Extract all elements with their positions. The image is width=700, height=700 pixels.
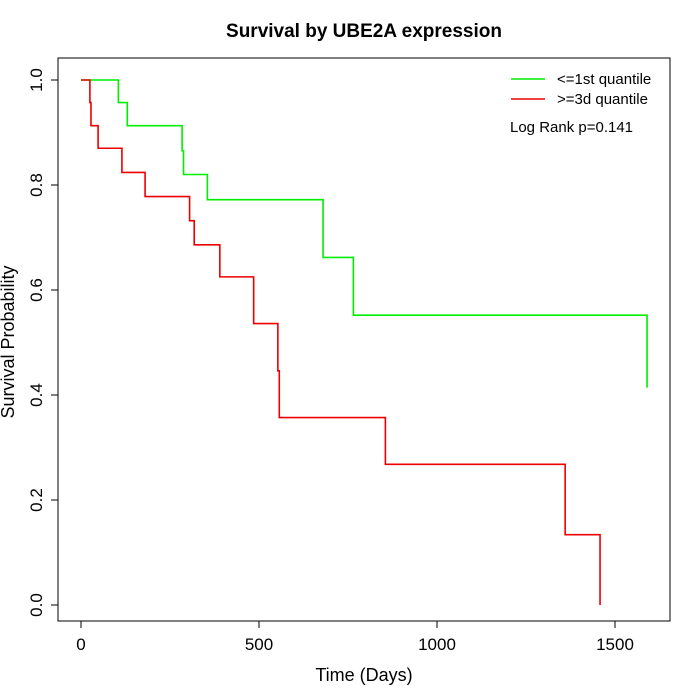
y-tick-label: 0.8 (27, 173, 46, 197)
legend: <=1st quantile >=3d quantile (511, 71, 651, 108)
chart-title: Survival by UBE2A expression (226, 21, 502, 42)
y-tick-label: 0.2 (27, 488, 46, 512)
x-axis: 0 500 1000 1500 (76, 620, 634, 654)
x-tick-label: 0 (76, 635, 85, 654)
survival-curve (81, 79, 648, 388)
y-tick-label: 1.0 (27, 68, 46, 92)
log-rank-annotation: Log Rank p=0.141 (510, 119, 633, 136)
plot-frame (57, 57, 671, 622)
x-tick-label: 1000 (418, 635, 456, 654)
legend-label: >=3d quantile (557, 91, 648, 108)
series-layer (81, 79, 648, 605)
y-tick-label: 0.6 (27, 278, 46, 302)
legend-label: <=1st quantile (557, 71, 651, 88)
y-tick-label: 0.0 (27, 593, 46, 617)
x-tick-label: 500 (245, 635, 273, 654)
survival-curve (81, 79, 601, 605)
x-axis-label: Time (Days) (315, 665, 412, 685)
x-tick-label: 1500 (596, 635, 634, 654)
y-axis-label: Survival Probability (0, 265, 18, 418)
y-axis: 0.0 0.2 0.4 0.6 0.8 1.0 (27, 68, 59, 617)
y-tick-label: 0.4 (27, 383, 46, 407)
